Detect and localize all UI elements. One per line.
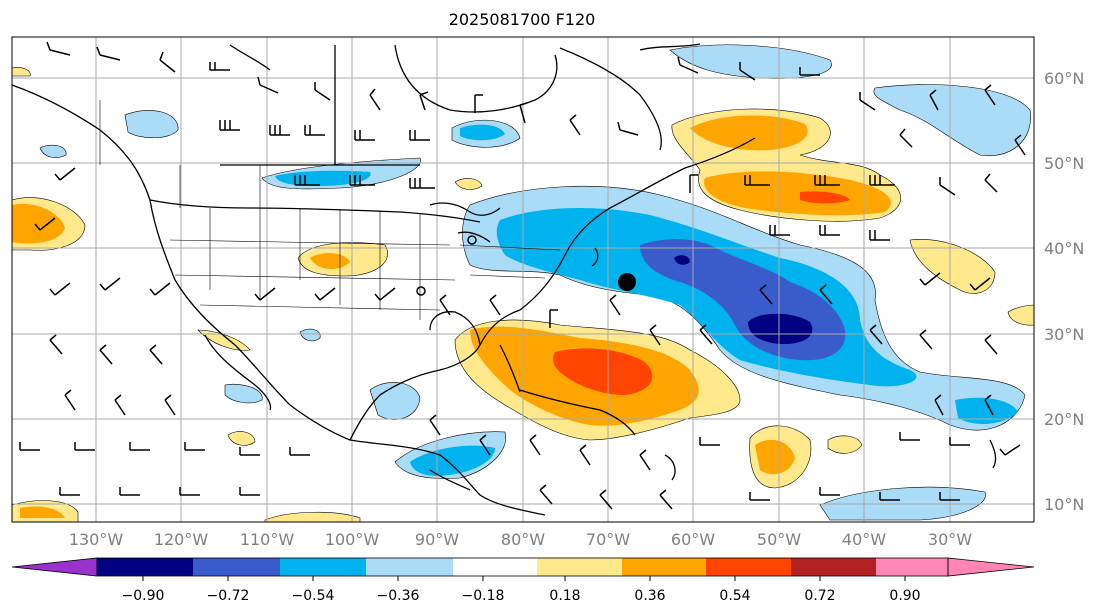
neg-anomaly-medium <box>275 170 371 186</box>
neg-anomaly-light <box>669 44 832 79</box>
colorbar-tick-label: 0.90 <box>889 588 920 604</box>
colorbar: −0.90 −0.72 −0.54 −0.36 −0.18 0.18 0.36 … <box>11 557 1035 604</box>
colorbar-bin <box>97 558 193 576</box>
colorbar-tick-label: 0.72 <box>804 588 835 604</box>
neg-anomaly-light <box>224 383 263 404</box>
pos-anomaly-strong <box>553 348 653 395</box>
lon-label: 70°W <box>586 530 630 549</box>
lon-label: 40°W <box>842 530 886 549</box>
pos-anomaly-medium <box>20 506 65 518</box>
lat-label: 50°N <box>1044 154 1084 173</box>
colorbar-bin <box>366 558 453 576</box>
neg-anomaly-medium <box>460 124 505 141</box>
lon-label: 120°W <box>154 530 209 549</box>
longitude-labels: 130°W 120°W 110°W 100°W 90°W 80°W 70°W 6… <box>69 530 972 549</box>
colorbar-bin <box>537 558 622 576</box>
lon-label: 80°W <box>501 530 545 549</box>
neg-anomaly-light <box>873 84 1031 157</box>
pos-anomaly-strong <box>800 191 850 204</box>
lon-label: 110°W <box>240 530 295 549</box>
lon-label: 100°W <box>325 530 380 549</box>
borders <box>99 100 561 320</box>
colorbar-tick-label: −0.72 <box>207 588 250 604</box>
pos-anomaly-light <box>227 431 256 446</box>
colorbar-bin <box>622 558 706 576</box>
anomaly-shading <box>11 44 1035 523</box>
colorbar-tick-label: −0.18 <box>462 588 505 604</box>
neg-anomaly-medium <box>410 445 495 476</box>
colorbar-tick-label: 0.18 <box>549 588 580 604</box>
pos-anomaly-light <box>264 511 361 523</box>
neg-anomaly-light <box>299 328 321 342</box>
lat-label: 20°N <box>1044 410 1084 429</box>
neg-anomaly-light <box>124 110 179 139</box>
lat-label: 10°N <box>1044 495 1084 514</box>
colorbar-tick-labels: −0.90 −0.72 −0.54 −0.36 −0.18 0.18 0.36 … <box>122 588 921 604</box>
pos-anomaly-light <box>454 178 483 190</box>
neg-anomaly-medium <box>955 397 1018 424</box>
lon-label: 90°W <box>415 530 459 549</box>
colorbar-bin <box>280 558 366 576</box>
colorbar-ticks <box>142 576 906 581</box>
colorbar-bin <box>193 558 280 576</box>
map-frame <box>11 36 1035 523</box>
pos-anomaly-light <box>827 435 863 454</box>
colorbar-overflow <box>947 557 1035 577</box>
neg-anomaly-extreme <box>748 313 813 345</box>
lon-label: 130°W <box>69 530 124 549</box>
lat-label: 40°N <box>1044 239 1084 258</box>
figure-title: 2025081700 F120 <box>449 10 596 29</box>
colorbar-tick-label: 0.36 <box>634 588 665 604</box>
lat-label: 30°N <box>1044 325 1084 344</box>
colorbar-tick-label: −0.90 <box>122 588 165 604</box>
colorbar-tick-label: −0.36 <box>377 588 420 604</box>
neg-anomaly-extreme <box>674 255 690 265</box>
lon-label: 50°W <box>757 530 801 549</box>
wind-barbs <box>19 41 1026 510</box>
colorbar-tick-label: 0.54 <box>719 588 750 604</box>
neg-anomaly-light <box>39 144 67 158</box>
colorbar-bin <box>876 558 948 576</box>
pos-anomaly-medium <box>755 439 795 475</box>
map-panel <box>11 36 1035 523</box>
colorbar-outline <box>96 557 949 577</box>
lon-label: 60°W <box>671 530 715 549</box>
pos-anomaly-light <box>197 329 251 351</box>
coastlines <box>11 43 997 516</box>
colorbar-bin <box>706 558 791 576</box>
pos-anomaly-medium <box>12 203 65 244</box>
graticule <box>12 37 1034 522</box>
colorbar-bin <box>791 558 876 576</box>
lon-label: 30°W <box>928 530 972 549</box>
storm-position-marker <box>618 273 636 291</box>
colorbar-tick-label: −0.54 <box>292 588 335 604</box>
latitude-labels: 60°N 50°N 40°N 30°N 20°N 10°N <box>1044 69 1084 514</box>
pos-anomaly-light <box>909 239 996 294</box>
pos-anomaly-light <box>11 67 31 77</box>
station-circle <box>467 235 477 245</box>
colorbar-bin <box>453 558 537 576</box>
colorbar-underflow <box>11 557 98 577</box>
lat-label: 60°N <box>1044 69 1084 88</box>
pos-anomaly-medium <box>690 115 808 151</box>
station-circle <box>416 286 426 296</box>
